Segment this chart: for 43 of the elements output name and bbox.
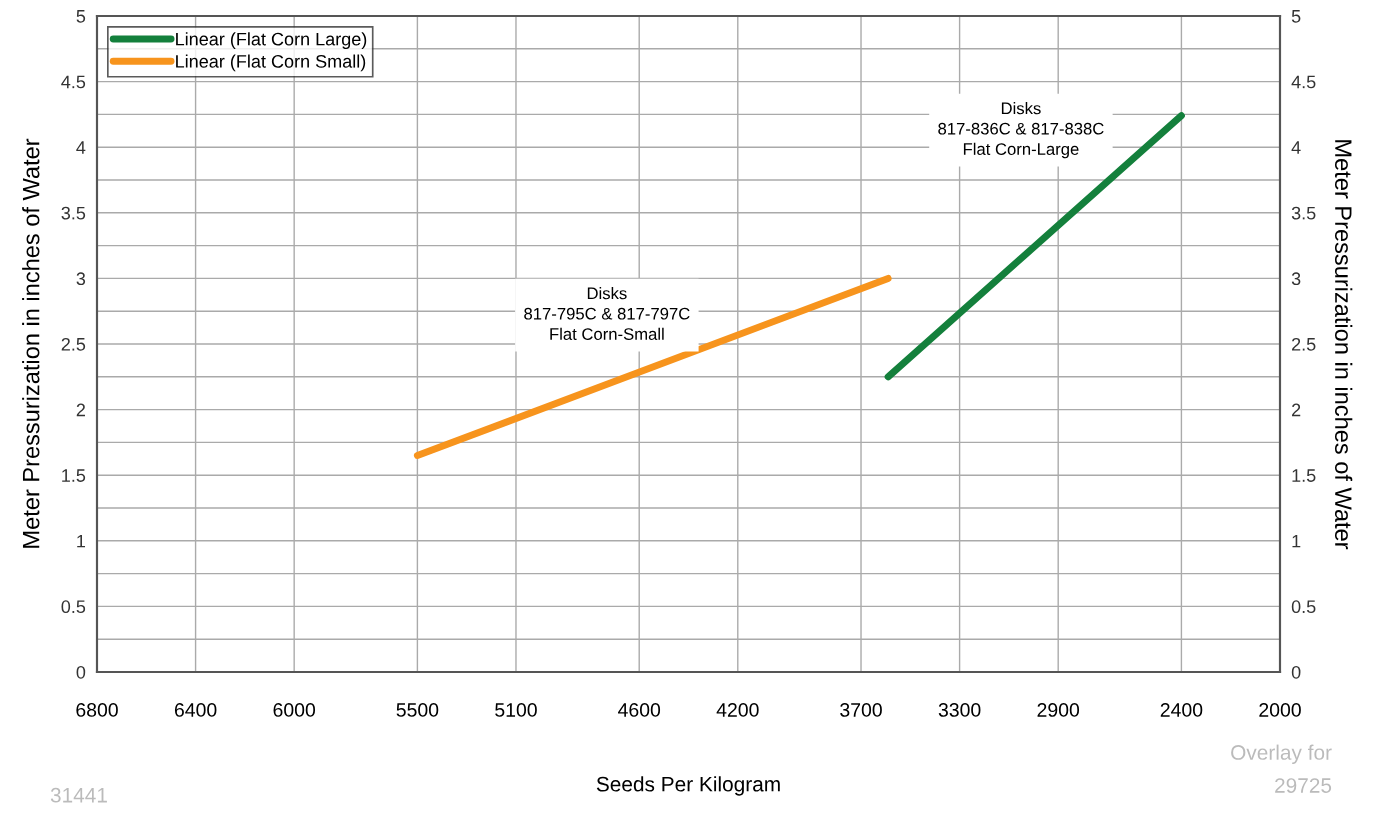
- x-tick-label: 6400: [174, 703, 217, 717]
- y-tick-label: 1.5: [62, 469, 86, 482]
- x-tick-label: 2400: [1160, 703, 1203, 717]
- y2-tick-label: 0: [1291, 665, 1301, 679]
- annotation: Disks 817-836C & 817-838C Flat Corn-Large: [938, 102, 1104, 159]
- y2-tick-label: 4: [1291, 141, 1301, 154]
- y-tick-label: 4: [76, 141, 86, 154]
- x-tick-label: 3300: [938, 703, 981, 717]
- x-tick-label: 5500: [396, 703, 439, 717]
- y-tick-label: 4.5: [61, 75, 86, 89]
- y2-tick-label: 2.5: [1292, 337, 1316, 351]
- x-tick-label: 2000: [1259, 703, 1301, 717]
- legend-label: Linear (Flat Corn Large): [176, 32, 367, 50]
- y-tick-label: 0.5: [61, 600, 86, 614]
- y2-tick-label: 4.5: [1291, 75, 1316, 89]
- y2-tick-label: 1.5: [1292, 469, 1316, 482]
- x-tick-label: 4600: [618, 703, 661, 717]
- y2-tick-label: 3.5: [1291, 206, 1316, 220]
- y2-tick-label: 0.5: [1291, 600, 1316, 614]
- y2-tick-label: 2: [1292, 403, 1301, 417]
- y-tick-label: 0: [76, 665, 86, 679]
- y2-tick-label: 3: [1291, 272, 1301, 286]
- x-tick-label: 5100: [495, 703, 537, 717]
- y-tick-label: 3: [76, 272, 86, 286]
- x-axis-title: Seeds Per Kilogram: [596, 776, 780, 796]
- x-tick-label: 4200: [716, 703, 759, 717]
- x-tick-label: 6800: [76, 703, 118, 717]
- y2-tick-label: 5: [1291, 10, 1301, 23]
- text: Overlay for 29725: [1231, 744, 1332, 793]
- x-tick-label: 6000: [273, 703, 316, 717]
- y-tick-label: 2.5: [61, 337, 86, 351]
- y-tick-label: 3.5: [61, 206, 86, 220]
- legend-label: Linear (Flat Corn Small): [176, 54, 366, 72]
- y2-axis-title: Meter Pressurization in inches of Water: [1334, 140, 1353, 550]
- y-axis-title: Meter Pressurization in inches of Water: [22, 138, 40, 548]
- x-tick-label: 3700: [840, 703, 882, 717]
- text: 31441: [50, 787, 107, 803]
- y-tick-label: 2: [76, 403, 85, 417]
- y-tick-label: 5: [76, 10, 86, 23]
- y-tick-label: 1: [77, 534, 86, 548]
- x-tick-label: 2900: [1037, 703, 1080, 717]
- annotation: Disks 817-795C & 817-797C Flat Corn-Small: [524, 287, 690, 340]
- y2-tick-label: 1: [1292, 534, 1301, 548]
